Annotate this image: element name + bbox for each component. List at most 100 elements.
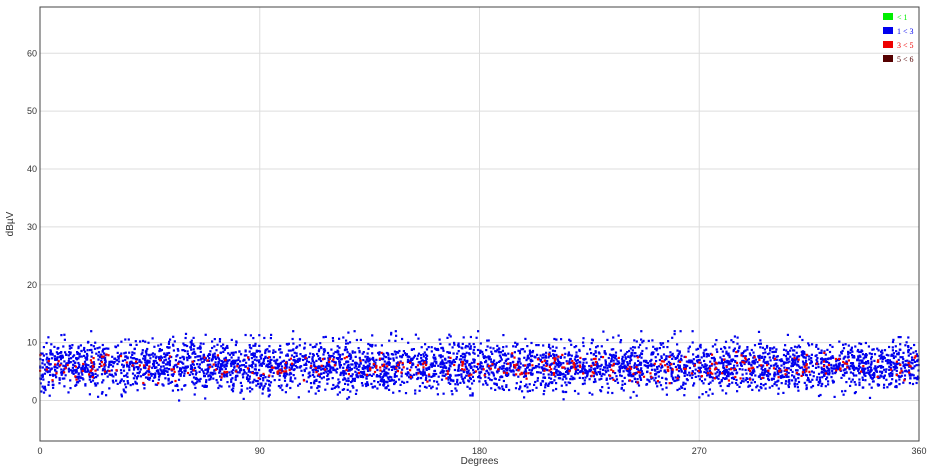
data-point [825, 378, 828, 381]
plot-area [39, 6, 920, 442]
x-tick-label: 180 [472, 446, 487, 456]
data-point [621, 380, 624, 383]
data-point [484, 372, 487, 376]
data-point [468, 353, 471, 356]
data-point [237, 358, 240, 361]
data-point [135, 360, 138, 363]
data-point [255, 349, 258, 352]
data-point [344, 382, 347, 385]
data-point [172, 335, 175, 338]
data-point [332, 358, 335, 361]
data-point [676, 374, 680, 377]
data-point [584, 357, 587, 361]
data-point [390, 331, 393, 334]
data-point [680, 354, 683, 357]
data-point [101, 350, 104, 353]
data-point [56, 352, 59, 356]
data-point [283, 366, 286, 369]
data-point [204, 368, 207, 371]
data-point [266, 363, 269, 366]
data-point [746, 358, 749, 362]
data-point [441, 359, 444, 362]
data-point [796, 383, 799, 386]
data-point [759, 377, 763, 380]
data-point [659, 369, 662, 372]
data-point [238, 371, 241, 374]
data-point [691, 360, 694, 363]
data-point [715, 375, 718, 378]
data-point [669, 354, 672, 357]
data-point [685, 360, 688, 363]
y-tick-label: 50 [27, 106, 37, 116]
data-point [58, 382, 61, 385]
data-point [423, 360, 426, 363]
data-point [514, 387, 518, 390]
data-point [889, 368, 893, 371]
data-point [768, 386, 771, 389]
data-point [134, 362, 137, 365]
data-point [780, 364, 783, 367]
data-point [719, 356, 722, 359]
data-point [51, 373, 55, 377]
data-point [615, 358, 618, 361]
data-point [84, 356, 87, 359]
data-point [882, 377, 885, 380]
data-point [390, 365, 393, 368]
data-point [801, 352, 804, 355]
data-point [851, 362, 854, 365]
data-point [750, 381, 753, 384]
data-point [410, 348, 413, 351]
data-point [757, 330, 761, 333]
data-point [281, 388, 284, 392]
data-point [455, 356, 458, 359]
data-point [835, 360, 838, 363]
data-point [277, 385, 280, 388]
data-point [359, 359, 362, 362]
data-point [101, 391, 104, 394]
data-point [170, 373, 173, 376]
data-point [282, 375, 285, 378]
data-point [205, 379, 208, 382]
data-point [178, 360, 181, 363]
data-point [112, 381, 115, 384]
data-point [588, 391, 591, 394]
data-point [829, 357, 832, 360]
data-point [97, 351, 101, 354]
data-point [203, 358, 206, 361]
data-point [338, 362, 341, 365]
data-point [405, 373, 409, 376]
data-point [734, 355, 737, 358]
data-point [748, 352, 751, 355]
x-axis-label: Degrees [461, 456, 499, 467]
data-point [136, 371, 139, 375]
data-point [351, 359, 354, 362]
data-point [354, 355, 357, 358]
data-point [692, 362, 695, 365]
data-point [458, 345, 461, 348]
data-point [728, 368, 731, 371]
data-point [416, 364, 419, 367]
data-point [524, 370, 528, 373]
data-point [206, 369, 209, 372]
data-point [122, 364, 125, 367]
data-point [401, 363, 404, 366]
data-point [851, 354, 854, 357]
data-point [467, 369, 470, 372]
data-point [575, 354, 578, 357]
data-point [489, 364, 492, 367]
data-point [170, 355, 173, 359]
data-point [319, 346, 323, 349]
data-point [706, 354, 709, 357]
data-point [237, 356, 240, 359]
data-point [217, 363, 220, 366]
data-point [773, 373, 776, 376]
data-point [387, 378, 390, 381]
data-point [221, 373, 224, 376]
data-point [637, 346, 640, 349]
data-point [120, 340, 123, 343]
data-point [448, 360, 451, 363]
data-point [439, 363, 442, 366]
data-point [208, 378, 211, 381]
data-point [132, 368, 136, 371]
data-point [498, 354, 501, 357]
